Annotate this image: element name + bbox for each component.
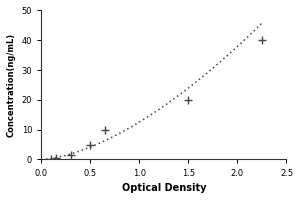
Point — [186, 98, 191, 101]
Y-axis label: Concentration(ng/mL): Concentration(ng/mL) — [7, 33, 16, 137]
Point — [88, 143, 93, 146]
Point — [68, 153, 73, 157]
Point — [103, 128, 107, 131]
X-axis label: Optical Density: Optical Density — [122, 183, 206, 193]
Point — [49, 157, 53, 160]
Point — [260, 39, 264, 42]
Point — [54, 156, 59, 159]
